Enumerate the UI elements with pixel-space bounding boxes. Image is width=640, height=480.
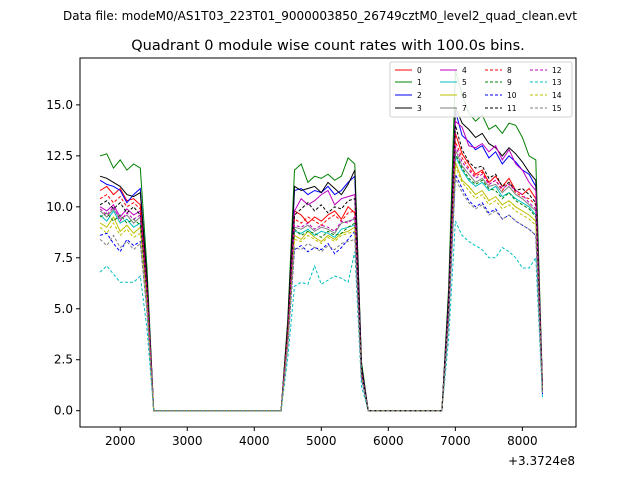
y-tick-label: 5.0	[54, 302, 73, 316]
legend-label-12: 12	[552, 66, 562, 75]
x-tick-label: 2000	[105, 434, 136, 448]
chart-title: Quadrant 0 module wise count rates with …	[131, 38, 525, 54]
series-line-11	[99, 125, 543, 412]
series-line-10	[99, 173, 543, 412]
legend-label-2: 2	[417, 91, 422, 100]
series-line-8	[99, 141, 543, 412]
series-line-14	[99, 165, 543, 412]
legend-label-11: 11	[507, 104, 517, 113]
x-tick-label: 7000	[440, 434, 471, 448]
series-line-2	[99, 110, 543, 412]
series-layer	[99, 70, 543, 412]
axis-ticks: 2000 3000 4000 5000 6000 7000 8000 0.0 2.5 5.0 7.5…	[46, 98, 537, 448]
legend-label-14: 14	[552, 91, 562, 100]
series-line-0	[99, 133, 543, 412]
legend-label-8: 8	[507, 66, 512, 75]
series-line-7	[99, 149, 543, 412]
legend-label-9: 9	[507, 78, 512, 87]
x-tick-label: 3000	[172, 434, 203, 448]
x-tick-label: 5000	[306, 434, 337, 448]
y-tick-label: 2.5	[54, 353, 73, 367]
legend-label-0: 0	[417, 66, 422, 75]
series-line-15	[99, 178, 543, 412]
figure-suptitle: Data file: modeM0/AS1T03_223T01_90000038…	[63, 9, 577, 23]
legend-label-1: 1	[417, 78, 422, 87]
x-tick-label: 4000	[239, 434, 270, 448]
legend-label-13: 13	[552, 78, 562, 87]
y-tick-label: 0.0	[54, 404, 73, 418]
legend-label-6: 6	[462, 91, 467, 100]
legend-label-4: 4	[462, 66, 467, 75]
legend-box	[389, 61, 573, 118]
series-line-3	[99, 106, 543, 412]
y-tick-label: 7.5	[54, 251, 73, 265]
x-tick-label: 8000	[507, 434, 538, 448]
y-tick-label: 12.5	[46, 149, 73, 163]
legend-label-10: 10	[507, 91, 517, 100]
x-tick-label: 6000	[373, 434, 404, 448]
plot-frame	[79, 57, 577, 428]
series-line-13	[99, 220, 543, 412]
y-tick-label: 15.0	[46, 98, 73, 112]
series-line-4	[99, 120, 543, 412]
legend-label-15: 15	[552, 104, 562, 113]
x-axis-offset-label: +3.3724e8	[508, 454, 575, 468]
legend-label-7: 7	[462, 104, 467, 113]
series-line-6	[99, 161, 543, 412]
series-line-1	[99, 70, 543, 412]
legend-label-3: 3	[417, 104, 422, 113]
y-tick-label: 10.0	[46, 200, 73, 214]
legend-label-5: 5	[462, 78, 467, 87]
